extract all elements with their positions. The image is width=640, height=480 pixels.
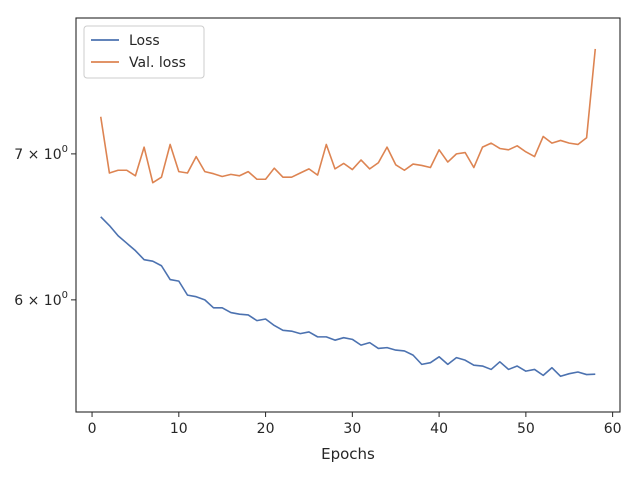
series-layer — [99, 48, 597, 378]
x-tick-label: 50 — [517, 421, 535, 437]
x-tick-label: 60 — [604, 421, 622, 437]
y-axis: 6 × 100 7 × 100 — [14, 144, 76, 309]
y-tick-label: 6 × 100 — [14, 290, 68, 309]
legend: Loss Val. loss — [83, 25, 205, 79]
series-line-loss — [100, 216, 596, 378]
legend-label: Loss — [129, 33, 160, 49]
x-tick-label: 30 — [343, 421, 361, 437]
x-axis: 0 10 20 30 40 50 60 — [88, 412, 622, 437]
x-axis-label: Epochs — [321, 445, 375, 463]
x-tick-label: 0 — [88, 421, 97, 437]
x-tick-label: 10 — [170, 421, 188, 437]
legend-box — [83, 25, 205, 79]
plot-frame — [75, 17, 621, 413]
x-tick-label: 40 — [430, 421, 448, 437]
series-line-val-loss — [99, 48, 597, 184]
y-tick-label: 7 × 100 — [14, 144, 68, 163]
legend-label: Val. loss — [129, 55, 186, 71]
x-tick-label: 20 — [257, 421, 275, 437]
